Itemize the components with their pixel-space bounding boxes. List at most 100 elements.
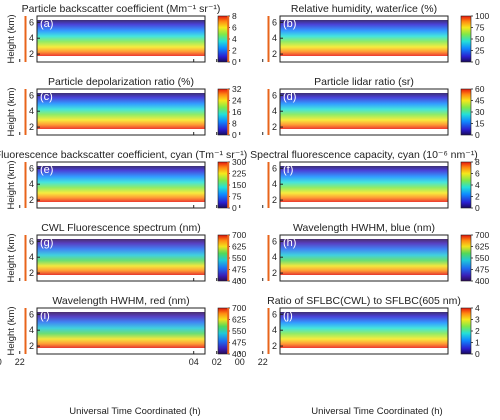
- colorbar-tick-label: 24: [232, 96, 242, 106]
- panel-b: Relative humidity, water/ice (%)(b)24602…: [193, 3, 489, 67]
- y-tick-label: 6: [272, 17, 277, 27]
- y-tick-label: 6: [29, 90, 34, 100]
- panel-title: Particle backscatter coefficient (Mm⁻¹ s…: [22, 3, 221, 15]
- y-axis-label: Height (km): [6, 14, 17, 63]
- colorbar-tick-label: 400: [475, 276, 489, 286]
- panel-j: Ratio of SFLBC(CWL) to SFLBC(605 nm) (j) 2…: [189, 295, 480, 367]
- y-tick-label: 2: [29, 195, 34, 205]
- plot-frame: [36, 234, 206, 282]
- colorbar-tick-label: 15: [475, 119, 485, 129]
- colorbar-tick-label: 550: [232, 326, 246, 336]
- colorbar-tick-label: 4: [475, 180, 480, 190]
- colorbar-tick-label: 1: [475, 338, 480, 348]
- colorbar-tick-label: 100: [475, 11, 489, 21]
- panel-c: Particle depolarization ratio (%) (c) 24 6 0…: [19, 76, 242, 140]
- heatmap-field: [280, 312, 448, 348]
- panel-title: Spectral fluorescence capacity, cyan (10…: [250, 149, 478, 161]
- colorbar: [217, 307, 229, 355]
- plot-frame: [279, 234, 449, 282]
- panel-label: (i): [40, 310, 50, 322]
- plot-frame: [36, 307, 206, 355]
- y-tick-label: 6: [272, 163, 277, 173]
- colorbar-tick-label: 32: [232, 84, 242, 94]
- colorbar: [217, 15, 229, 63]
- panel-title: Wavelength HWHM, red (nm): [52, 295, 189, 307]
- y-tick-label: 4: [29, 252, 34, 262]
- colorbar-tick-label: 550: [475, 253, 489, 263]
- colorbar-tick-label: 3: [475, 315, 480, 325]
- plot-frame: [279, 88, 449, 136]
- colorbar-tick-label: 0: [475, 203, 480, 213]
- colorbar-tick-label: 75: [475, 23, 485, 33]
- x-axis-label-left: Universal Time Coordinated (h): [69, 406, 200, 417]
- panel-g: CWL Fluorescence spectrum (nm)(g)2464004…: [19, 222, 246, 286]
- colorbar-tick-label: 8: [475, 157, 480, 167]
- heatmap-field: [280, 93, 448, 129]
- heatmap-field: [280, 166, 448, 202]
- y-tick-label: 6: [29, 17, 34, 27]
- colorbar-tick-label: 700: [475, 230, 489, 240]
- panel-label: (b): [283, 18, 296, 30]
- plot-frame: [36, 161, 206, 209]
- panel-label: (d): [283, 91, 296, 103]
- heatmap-field: [37, 20, 205, 56]
- colorbar-tick-label: 625: [232, 242, 246, 252]
- y-tick-label: 4: [29, 106, 34, 116]
- colorbar-tick-label: 4: [475, 303, 480, 313]
- colorbar-tick-label: 30: [475, 107, 485, 117]
- x-tick-label: 04: [189, 357, 199, 367]
- colorbar-tick-label: 0: [475, 57, 480, 67]
- plot-frame: [279, 307, 449, 355]
- colorbar: [217, 88, 229, 136]
- colorbar: [460, 234, 472, 282]
- panel-title: Relative humidity, water/ice (%): [291, 3, 437, 15]
- panel-label: (h): [283, 237, 296, 249]
- panel-title: Wavelength HWHM, blue (nm): [293, 222, 435, 234]
- y-tick-label: 2: [272, 195, 277, 205]
- colorbar-tick-label: 0: [475, 349, 480, 359]
- colorbar: [460, 88, 472, 136]
- heatmap-field: [280, 20, 448, 56]
- y-tick-label: 2: [272, 341, 277, 351]
- colorbar-tick-label: 475: [232, 265, 246, 275]
- panel-label: (c): [40, 91, 53, 103]
- plot-frame: [279, 161, 449, 209]
- y-axis-label: Height (km): [6, 87, 17, 136]
- y-tick-label: 4: [272, 325, 277, 335]
- y-tick-label: 2: [272, 49, 277, 59]
- plot-frame: [36, 15, 206, 63]
- y-tick-label: 6: [29, 236, 34, 246]
- colorbar: [460, 161, 472, 209]
- panel-f: Spectral fluorescence capacity, cyan (10…: [193, 149, 480, 213]
- panel-title: Particle depolarization ratio (%): [48, 76, 194, 88]
- panel-a: Particle backscatter coefficient (Mm⁻¹ s…: [19, 3, 237, 67]
- colorbar-tick-label: 0: [232, 203, 237, 213]
- heatmap-field: [37, 239, 205, 275]
- colorbar-tick-label: 2: [232, 46, 237, 56]
- panel-h: Wavelength HWHM, blue (nm)(h)24640047555…: [193, 222, 489, 286]
- y-tick-label: 2: [29, 49, 34, 59]
- y-tick-label: 6: [272, 90, 277, 100]
- colorbar-tick-label: 300: [232, 157, 246, 167]
- panel-title: Ratio of SFLBC(CWL) to SFLBC(605 nm): [267, 295, 461, 307]
- y-axis-label: Height (km): [6, 160, 17, 209]
- y-tick-label: 2: [272, 122, 277, 132]
- colorbar: [217, 234, 229, 282]
- x-tick-label: 02: [212, 357, 222, 367]
- colorbar-tick-label: 550: [232, 253, 246, 263]
- y-tick-label: 6: [29, 163, 34, 173]
- heatmap-field: [37, 93, 205, 129]
- colorbar: [460, 15, 472, 63]
- colorbar-tick-label: 625: [475, 242, 489, 252]
- y-tick-label: 6: [29, 309, 34, 319]
- panel-title: Particle lidar ratio (sr): [314, 76, 414, 88]
- colorbar-tick-label: 8: [232, 11, 237, 21]
- panel-label: (a): [40, 18, 53, 30]
- heatmap-field: [37, 312, 205, 348]
- colorbar: [217, 161, 229, 209]
- colorbar-tick-label: 0: [232, 130, 237, 140]
- y-tick-label: 4: [272, 252, 277, 262]
- x-axis-label-right: Universal Time Coordinated (h): [311, 406, 442, 417]
- colorbar-tick-label: 8: [232, 119, 237, 129]
